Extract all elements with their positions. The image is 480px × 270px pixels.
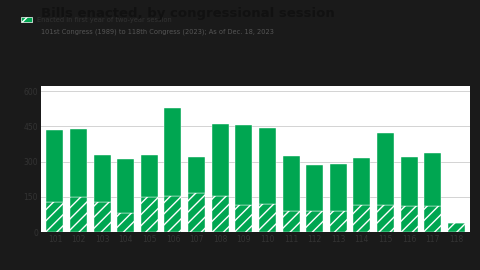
Bar bbox=[424, 153, 441, 206]
Bar bbox=[353, 205, 370, 232]
Bar bbox=[283, 211, 300, 232]
Bar bbox=[400, 206, 418, 232]
Bar bbox=[94, 155, 111, 202]
Bar bbox=[306, 211, 323, 232]
Bar bbox=[141, 197, 158, 232]
Bar bbox=[424, 206, 441, 232]
Bar bbox=[235, 205, 252, 232]
Bar bbox=[141, 155, 158, 197]
Bar bbox=[306, 165, 323, 211]
Bar bbox=[70, 129, 87, 197]
Bar bbox=[165, 107, 181, 196]
Bar bbox=[448, 223, 465, 232]
Bar bbox=[94, 202, 111, 232]
Bar bbox=[259, 127, 276, 204]
Bar bbox=[259, 204, 276, 232]
Bar bbox=[47, 202, 63, 232]
Bar bbox=[47, 130, 63, 202]
Bar bbox=[330, 164, 347, 211]
Bar bbox=[70, 197, 87, 232]
Text: 101st Congress (1989) to 118th Congress (2023); As of Dec. 18, 2023: 101st Congress (1989) to 118th Congress … bbox=[41, 28, 274, 35]
Bar bbox=[188, 157, 205, 193]
Bar bbox=[235, 125, 252, 205]
Bar bbox=[117, 213, 134, 232]
Bar bbox=[165, 196, 181, 232]
Bar bbox=[212, 196, 228, 232]
Text: Bills enacted, by congressional session: Bills enacted, by congressional session bbox=[41, 7, 335, 20]
Bar bbox=[377, 133, 394, 205]
Bar bbox=[188, 193, 205, 232]
Bar bbox=[330, 211, 347, 232]
Bar bbox=[353, 158, 370, 205]
Bar bbox=[212, 124, 228, 196]
Bar bbox=[117, 159, 134, 213]
Bar bbox=[377, 205, 394, 232]
Bar bbox=[283, 156, 300, 211]
Bar bbox=[400, 157, 418, 206]
Legend: Enacted in first year of two-year session: Enacted in first year of two-year sessio… bbox=[18, 14, 174, 25]
